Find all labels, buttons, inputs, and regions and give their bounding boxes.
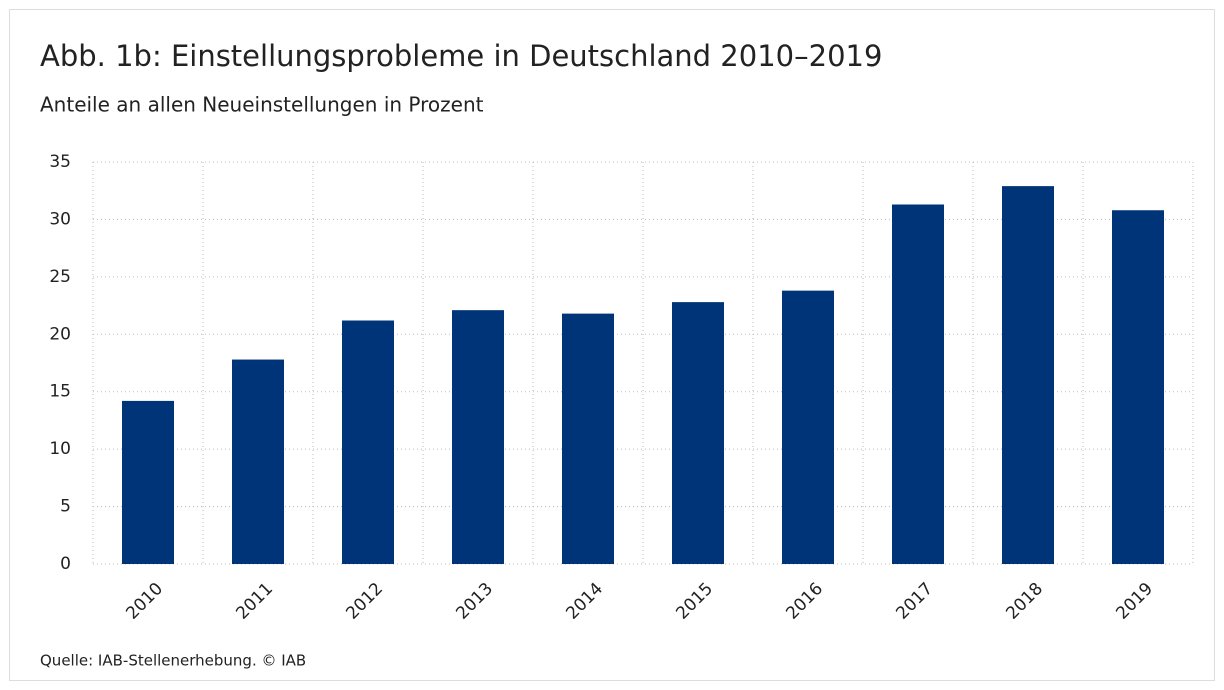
y-tick-label: 0: [60, 554, 71, 574]
source: Quelle: IAB-Stellenerhebung. © IAB: [40, 652, 306, 670]
bar: [892, 204, 944, 565]
y-tick-label: 10: [49, 439, 71, 459]
bar: [782, 290, 834, 564]
y-tick-label: 25: [49, 267, 71, 287]
y-tick-label: 35: [49, 152, 71, 172]
y-tick-label: 20: [49, 324, 71, 344]
bar: [452, 310, 504, 564]
chart-subtitle: Anteile an allen Neueinstellungen in Pro…: [40, 93, 484, 117]
bar: [1002, 186, 1054, 564]
bar: [672, 302, 724, 564]
bar: [342, 320, 394, 564]
bar: [1112, 210, 1164, 565]
bar: [562, 313, 614, 564]
y-tick-label: 15: [49, 382, 71, 402]
y-tick-label: 5: [60, 497, 71, 517]
chart-title: Abb. 1b: Einstellungsprobleme in Deutsch…: [40, 39, 882, 73]
bar: [232, 359, 284, 564]
bar: [122, 400, 174, 564]
y-tick-label: 30: [49, 209, 71, 229]
